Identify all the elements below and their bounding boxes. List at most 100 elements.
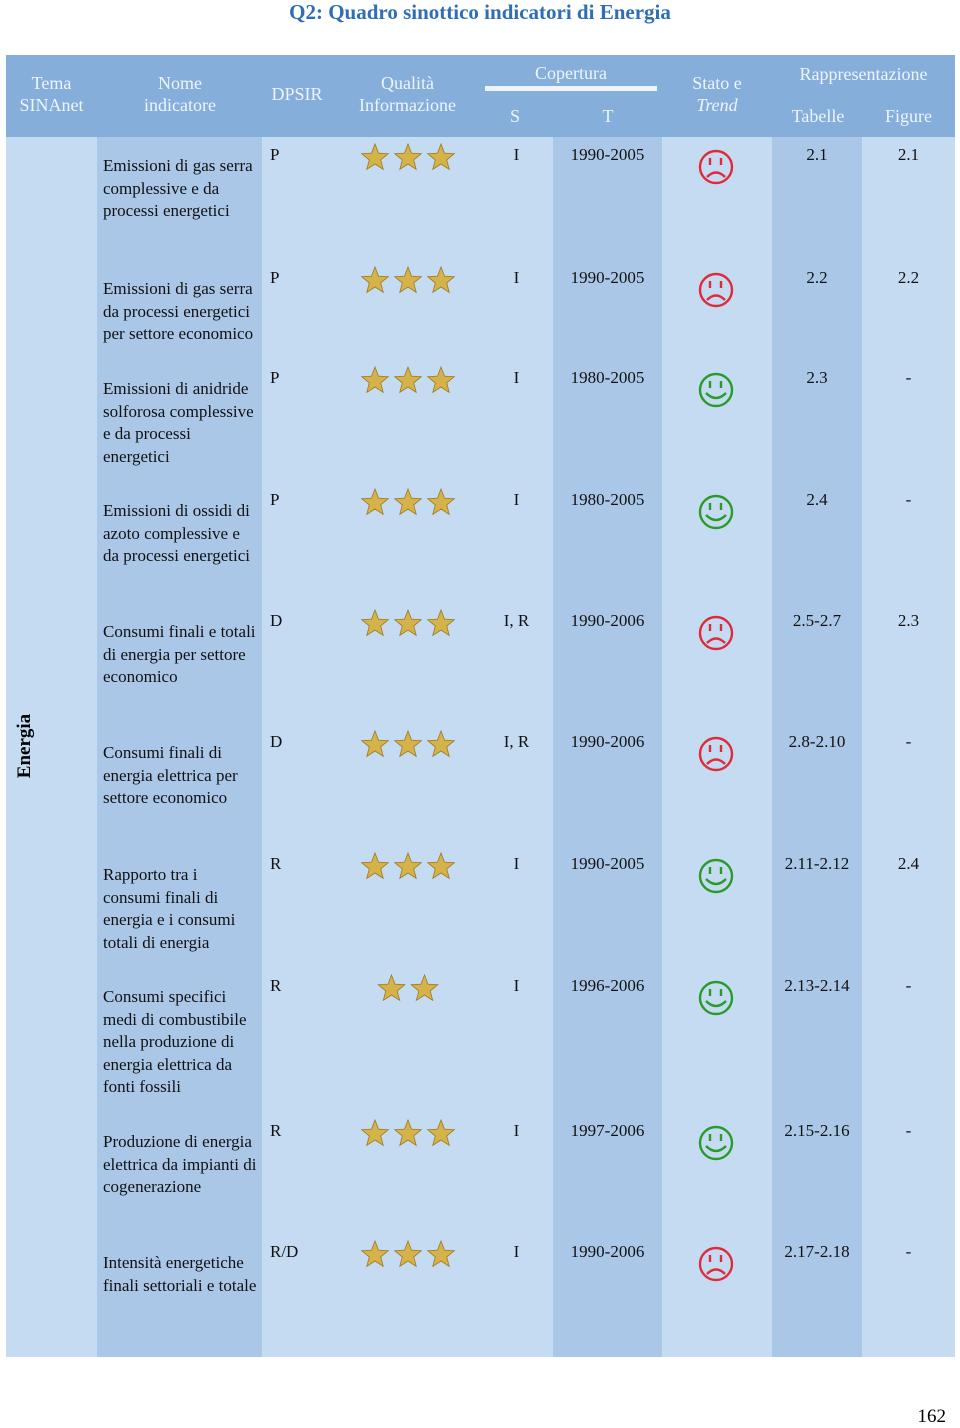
- status-face: [698, 372, 734, 408]
- quality-stars: [377, 973, 439, 1002]
- copertura-t: 1990-2005: [570, 268, 645, 287]
- page-number: 162: [917, 1406, 947, 1427]
- face-part: [705, 878, 727, 886]
- face-part: [698, 1125, 734, 1161]
- quality-stars: [360, 729, 456, 758]
- indicator-name: Emissioni di gas serra da processi energ…: [103, 279, 254, 343]
- star: [393, 365, 423, 394]
- face-part: [706, 171, 726, 178]
- star: [360, 365, 390, 394]
- indicator-name: Rapporto tra i consumi finali di energia…: [103, 865, 236, 952]
- face-part: [705, 514, 727, 522]
- face-part: [706, 758, 726, 765]
- star: [360, 608, 390, 637]
- indicator-name: Emissioni di gas serra complessive e da …: [103, 156, 253, 220]
- star: [426, 1239, 456, 1268]
- face-part: [698, 858, 734, 894]
- copertura-t: 1997-2006: [570, 1121, 645, 1140]
- star: [393, 1239, 423, 1268]
- quality-stars: [360, 851, 456, 880]
- quality-stars: [360, 1239, 456, 1268]
- star: [360, 1239, 390, 1268]
- star: [360, 729, 390, 758]
- header-cell: Stato e: [692, 73, 742, 93]
- face-part: [706, 294, 726, 301]
- star: [393, 1118, 423, 1147]
- figure: -: [905, 976, 912, 995]
- copertura-t: 1996-2006: [570, 976, 645, 995]
- tabelle: 2.2: [806, 268, 828, 287]
- quality-stars: [360, 487, 456, 516]
- status-face: [698, 494, 734, 530]
- indicator-name: Emissioni di ossidi di azoto complessive…: [103, 501, 250, 565]
- status-face: [698, 980, 734, 1016]
- star: [393, 265, 423, 294]
- copertura-s: I: [513, 490, 520, 509]
- figure: 2.3: [897, 611, 920, 630]
- copertura-s: I, R: [503, 611, 530, 630]
- copertura-s: I: [513, 854, 520, 873]
- star: [426, 142, 456, 171]
- col-bg: [862, 137, 955, 1357]
- figure: -: [905, 490, 912, 509]
- copertura-t: 1990-2006: [570, 611, 645, 630]
- header-cell: Nome indicatore: [144, 73, 216, 115]
- star: [393, 729, 423, 758]
- dpsir: D: [270, 732, 283, 751]
- star: [360, 851, 390, 880]
- header-cell: DPSIR: [271, 84, 323, 104]
- star: [426, 487, 456, 516]
- copertura-s: I: [513, 976, 520, 995]
- face-part: [698, 980, 734, 1016]
- header-cell: Copertura: [535, 63, 607, 83]
- face-part: [698, 494, 734, 530]
- tabelle: 2.15-2.16: [784, 1121, 850, 1140]
- face-part: [698, 272, 734, 308]
- status-face: [698, 272, 734, 308]
- dpsir: R/D: [270, 1242, 299, 1261]
- figure: -: [905, 1242, 912, 1261]
- col-bg: [553, 137, 662, 1357]
- dpsir: P: [270, 490, 280, 509]
- dpsir: D: [270, 611, 283, 630]
- status-face: [698, 1246, 734, 1282]
- col-bg: [97, 137, 262, 1357]
- header-cell: Qualità Informazione: [359, 73, 456, 115]
- col-bg: [772, 137, 862, 1357]
- col-bg: [6, 137, 97, 1357]
- quality-stars: [360, 265, 456, 294]
- title: Q2: Quadro sinottico indicatori di Energ…: [289, 0, 671, 24]
- star: [426, 851, 456, 880]
- copertura-t: 1990-2005: [570, 854, 645, 873]
- copertura-s: I: [513, 268, 520, 287]
- copertura-s: I: [513, 1242, 520, 1261]
- dpsir: P: [270, 145, 280, 164]
- dpsir: R: [270, 854, 282, 873]
- face-part: [698, 615, 734, 651]
- star: [393, 851, 423, 880]
- indicator-name: Produzione di energia elettrica da impia…: [103, 1132, 257, 1196]
- indicator-name: Intensità energetiche finali settoriali …: [103, 1253, 257, 1295]
- tabelle: 2.1: [806, 145, 828, 164]
- copertura-s: I: [513, 145, 520, 164]
- copertura-t: 1980-2005: [570, 368, 645, 387]
- face-part: [698, 736, 734, 772]
- figure: 2.4: [897, 854, 920, 873]
- face-part: [698, 149, 734, 185]
- star: [426, 1118, 456, 1147]
- star: [393, 142, 423, 171]
- col-bg: [662, 137, 772, 1357]
- header-cell: Trend: [696, 95, 738, 115]
- star: [360, 487, 390, 516]
- tabelle: 2.17-2.18: [784, 1242, 850, 1261]
- face-part: [698, 372, 734, 408]
- quality-stars: [360, 142, 456, 171]
- dpsir: P: [270, 368, 280, 387]
- copertura-s: I: [513, 368, 520, 387]
- header-cell: Tabelle: [791, 106, 845, 126]
- tabelle: 2.11-2.12: [784, 854, 850, 873]
- figure: -: [905, 732, 912, 751]
- star: [360, 265, 390, 294]
- star: [426, 265, 456, 294]
